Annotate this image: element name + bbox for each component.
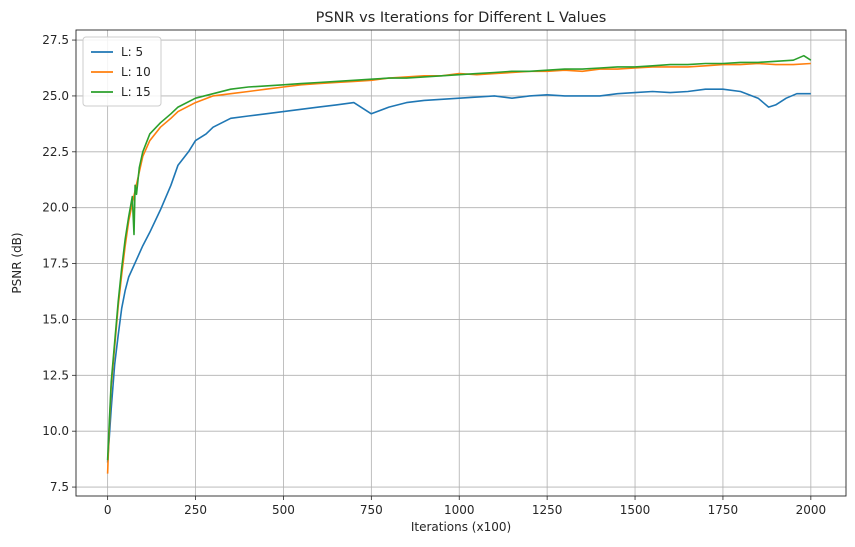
series-lines: [106, 54, 812, 474]
y-tick-label: 25.0: [42, 89, 69, 103]
x-tick-label: 250: [184, 503, 207, 517]
y-axis-label: PSNR (dB): [10, 232, 24, 293]
y-tick-label: 15.0: [42, 312, 69, 326]
legend-label-2: L: 10: [121, 65, 151, 79]
x-tick-label: 750: [360, 503, 383, 517]
y-tick-label: 22.5: [42, 145, 69, 159]
y-tick-label: 20.0: [42, 201, 69, 215]
x-tick-label: 1500: [620, 503, 651, 517]
chart-title: PSNR vs Iterations for Different L Value…: [316, 10, 607, 26]
y-tick-label: 17.5: [42, 257, 69, 271]
y-tick-label: 10.0: [42, 424, 69, 438]
x-tick-label: 1750: [708, 503, 739, 517]
y-tick-label: 7.5: [50, 480, 69, 494]
x-tick-label: 0: [104, 503, 112, 517]
x-tick-label: 1250: [532, 503, 563, 517]
plot-frame: [75, 29, 847, 497]
grid-lines: [76, 30, 846, 496]
series-line-1: [106, 88, 811, 463]
legend-label-3: L: 15: [121, 85, 151, 99]
legend-box: [82, 36, 162, 107]
series-line-2: [106, 62, 811, 474]
y-tick-label: 12.5: [42, 368, 69, 382]
axis-ticks: 0 250 500 750 1000 1250 1500 1750 2000 7.5 10.0 12.…: [42, 33, 826, 517]
x-axis-label: Iterations (x100): [411, 520, 511, 534]
legend: L: 5 L: 10 L: 15: [82, 36, 162, 107]
y-tick-label: 27.5: [42, 33, 69, 47]
series-line-3: [106, 54, 812, 461]
legend-label-1: L: 5: [121, 45, 143, 59]
x-tick-label: 500: [272, 503, 295, 517]
x-tick-label: 1000: [444, 503, 475, 517]
x-tick-label: 2000: [796, 503, 827, 517]
